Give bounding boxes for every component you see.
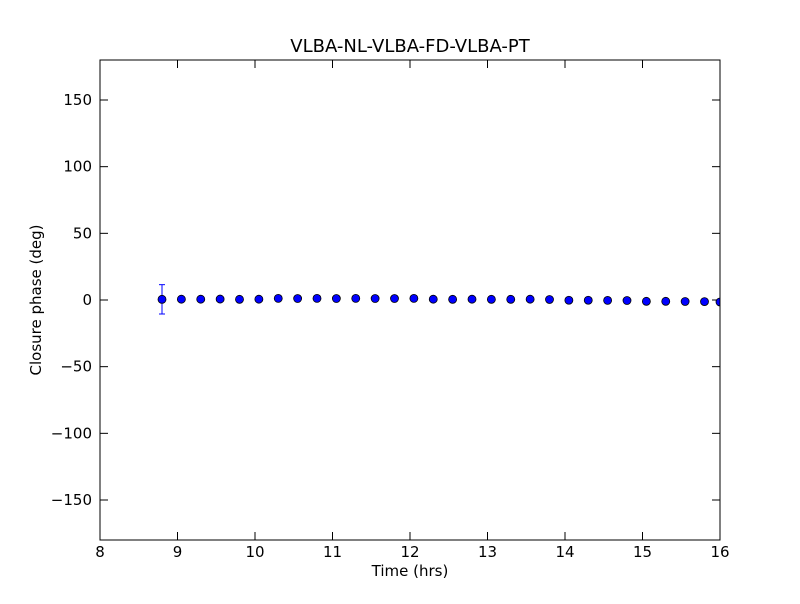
y-tick-label: −50 [60, 358, 92, 376]
data-point [351, 293, 361, 303]
data-point [583, 295, 593, 305]
data-point [603, 295, 613, 305]
data-point [680, 297, 690, 306]
data-point [486, 294, 496, 304]
data-point [157, 294, 167, 304]
y-tick-label: 150 [63, 91, 92, 109]
data-point [641, 296, 651, 306]
data-point [390, 294, 399, 303]
data-point [448, 294, 458, 304]
data-point [545, 295, 554, 304]
data-point [622, 296, 632, 305]
data-point [254, 294, 264, 304]
data-point [312, 293, 322, 303]
x-tick-label: 10 [245, 543, 264, 561]
y-tick-label: −100 [51, 424, 92, 442]
plot-frame [99, 59, 721, 541]
data-markers [157, 293, 720, 307]
data-point [176, 294, 186, 304]
chart-title: VLBA-NL-VLBA-FD-VLBA-PT [290, 36, 530, 57]
x-axis-label: Time (hrs) [371, 562, 449, 580]
data-point [293, 294, 303, 303]
x-tick-label: 15 [633, 543, 652, 561]
data-point [564, 295, 574, 305]
data-point [273, 293, 283, 303]
data-point [700, 297, 709, 307]
data-point [467, 294, 477, 304]
data-point [661, 296, 671, 306]
data-point [196, 294, 206, 304]
y-tick-label: 0 [82, 291, 92, 309]
y-tick-label: 100 [63, 158, 92, 176]
x-tick-label: 14 [555, 543, 574, 561]
y-tick-label: −150 [51, 491, 92, 509]
data-point [409, 293, 419, 303]
data-point [525, 294, 535, 304]
data-point [215, 294, 225, 304]
x-tick-label: 11 [323, 543, 342, 561]
x-tick-label: 12 [400, 543, 419, 561]
data-point [506, 294, 516, 304]
data-point [331, 294, 341, 303]
data-point [370, 294, 380, 303]
y-axis-label: Closure phase (deg) [27, 225, 45, 376]
data-point [715, 297, 720, 307]
x-tick-label: 9 [173, 543, 183, 561]
x-tick-label: 13 [478, 543, 497, 561]
x-tick-label: 8 [95, 543, 105, 561]
data-point [428, 294, 438, 304]
x-tick-label: 16 [710, 543, 729, 561]
data-point [235, 294, 244, 304]
axis-ticks: 8 9 10 11 12 13 14 15 16 −150 −100 −50 0 50 100 150 [51, 60, 730, 561]
y-tick-label: 50 [73, 224, 92, 242]
